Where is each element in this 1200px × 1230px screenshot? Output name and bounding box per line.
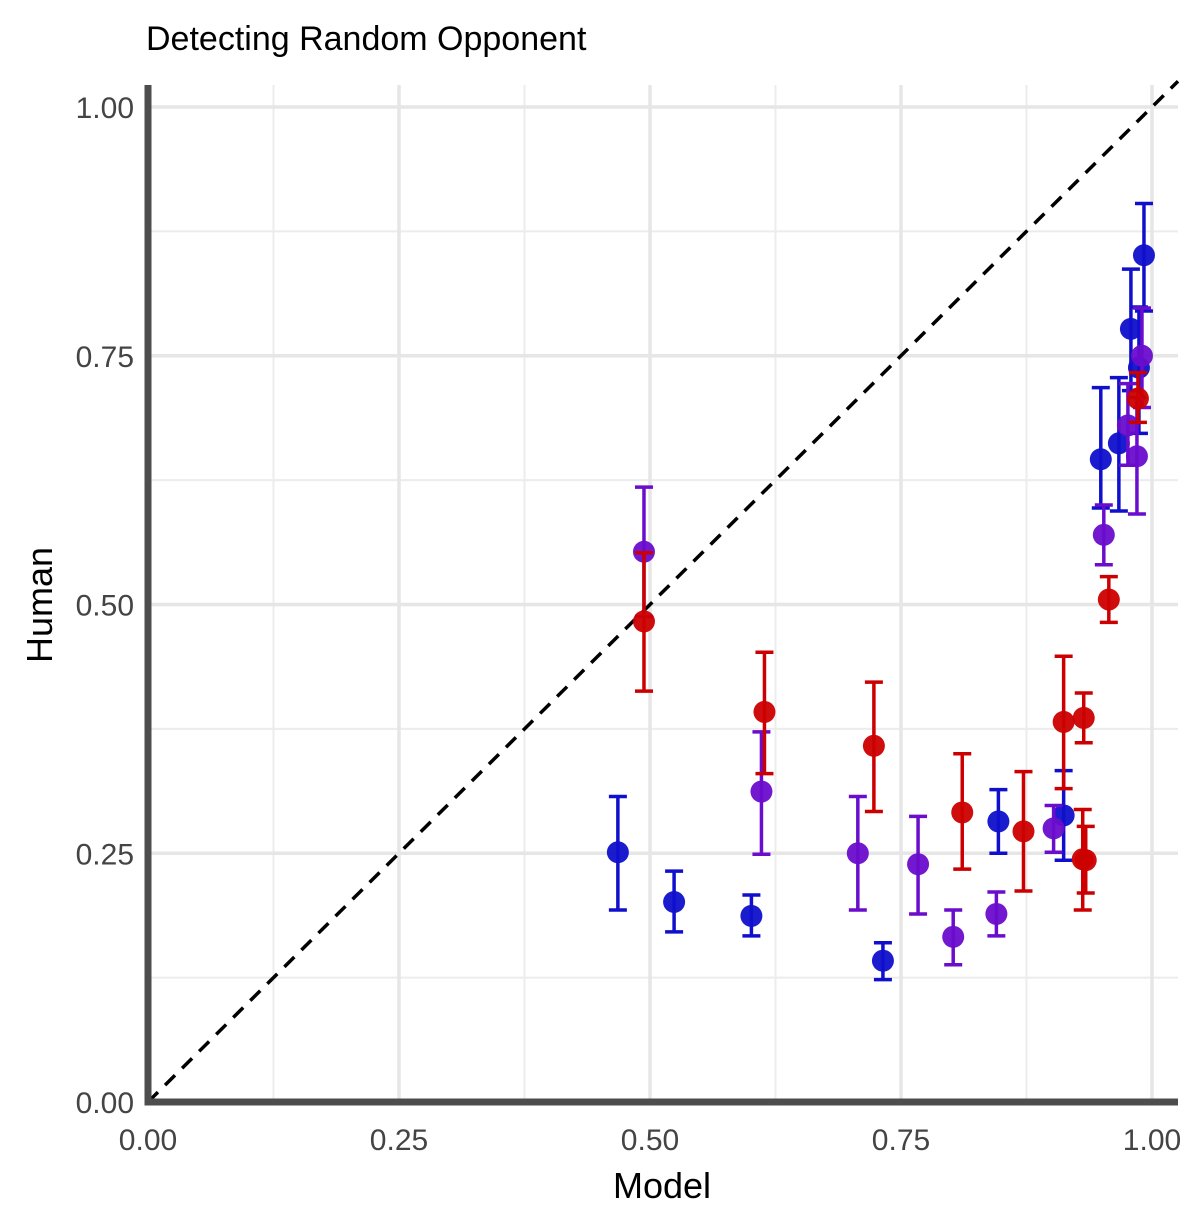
data-point [1119, 317, 1142, 340]
data-point [907, 853, 930, 876]
data-point [1092, 523, 1115, 546]
data-point [1107, 432, 1130, 455]
reference-line [146, 79, 1180, 1104]
data-point [1074, 849, 1097, 872]
data-point [1116, 414, 1139, 437]
x-tick-label: 0.00 [119, 1124, 177, 1157]
data-point [753, 700, 776, 723]
data-point [632, 610, 655, 633]
data-point [942, 925, 965, 948]
data-point [1089, 448, 1112, 471]
data-point [750, 780, 773, 803]
x-tick-label: 1.00 [1123, 1124, 1181, 1157]
y-tick-label: 0.25 [76, 838, 134, 871]
data-point [985, 902, 1008, 925]
data-point [1052, 710, 1075, 733]
data-point [606, 841, 629, 864]
data-point [1132, 244, 1155, 267]
data-point [1130, 344, 1153, 367]
y-tick-label: 1.00 [76, 92, 134, 125]
data-point [862, 734, 885, 757]
x-axis-title: Model [613, 1165, 711, 1206]
x-tick-label: 0.75 [872, 1124, 930, 1157]
data-point [1012, 820, 1035, 843]
data-point [1125, 445, 1148, 468]
y-tick-label: 0.75 [76, 341, 134, 374]
data-point [1126, 387, 1149, 410]
data-point [951, 801, 974, 824]
axes [144, 85, 1178, 1106]
data-point [1042, 817, 1065, 840]
tick-labels: 0.00 0.25 0.50 0.75 1.00 0.00 0.25 0.50 0.75 1.00 [76, 92, 1182, 1157]
chart-title: Detecting Random Opponent [146, 20, 587, 58]
y-tick-label: 0.50 [76, 590, 134, 623]
series-2 [632, 370, 1149, 912]
x-tick-label: 0.50 [621, 1124, 679, 1157]
series-0 [606, 201, 1155, 982]
identity-line [146, 79, 1180, 1104]
data-point [987, 810, 1010, 833]
data-point [1072, 706, 1095, 729]
data-marks [606, 201, 1155, 982]
data-point [663, 891, 686, 914]
x-tick-label: 0.25 [370, 1124, 428, 1157]
data-point [871, 949, 894, 972]
data-point [846, 842, 869, 865]
data-point [740, 904, 763, 927]
y-axis-title: Human [19, 547, 60, 663]
data-point [1097, 588, 1120, 611]
y-tick-label: 0.00 [76, 1087, 134, 1120]
